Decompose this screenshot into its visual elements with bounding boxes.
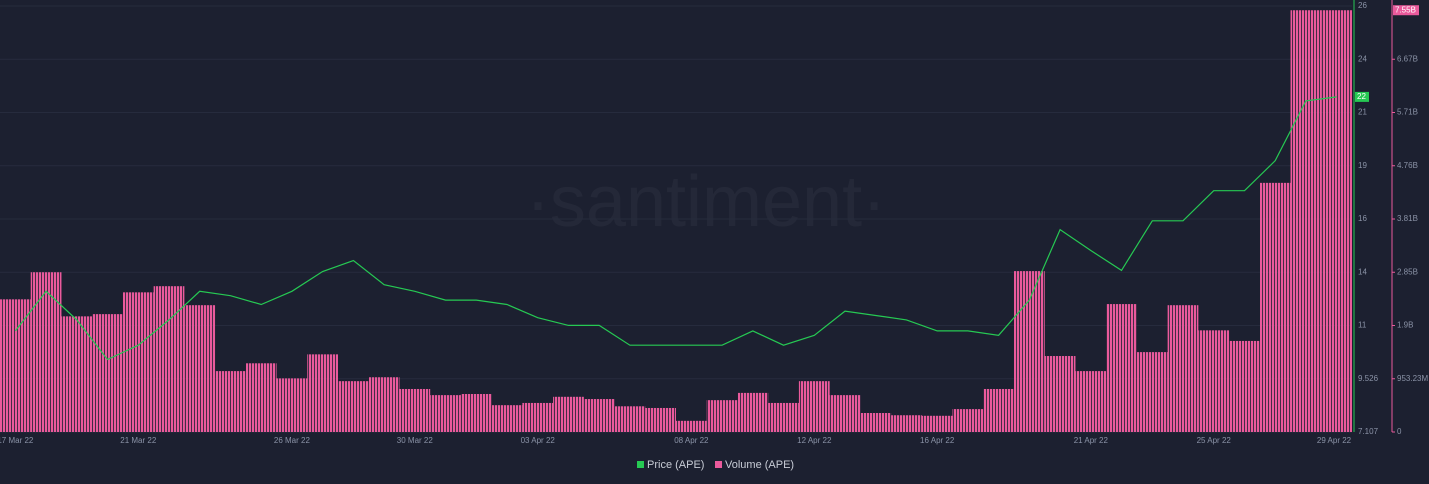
x-tick-label: 21 Apr 22: [1074, 436, 1109, 445]
volume-bar: [92, 314, 123, 432]
x-tick-label: 25 Apr 22: [1197, 436, 1232, 445]
volume-bar: [1290, 10, 1322, 432]
y-tick-label: 21: [1358, 108, 1367, 117]
volume-bar: [676, 420, 707, 432]
volume-bar: [184, 305, 216, 432]
y-tick-label: 11: [1358, 321, 1367, 330]
volume-bar: [1321, 10, 1352, 432]
legend-label: Price (APE): [647, 459, 704, 471]
volume-bar: [583, 399, 615, 432]
x-tick-label: 12 Apr 22: [797, 436, 832, 445]
volume-bar: [1044, 356, 1076, 432]
volume-bar: [1106, 304, 1137, 432]
x-tick-label: 21 Mar 22: [120, 436, 157, 445]
legend: Price (APE) Volume (APE): [637, 459, 794, 471]
volume-bar: [1136, 352, 1168, 432]
volume-bar: [737, 392, 769, 432]
y2-tick-label: 1.9B: [1397, 321, 1413, 330]
volume-bar: [215, 371, 246, 432]
current-value-label: 22: [1357, 92, 1366, 101]
volume-bar: [1075, 371, 1107, 432]
volume-bar: [860, 413, 892, 432]
volume-bar: [1229, 340, 1260, 432]
x-tick-label: 17 Mar 22: [0, 436, 34, 445]
volume-bar: [983, 388, 1014, 432]
y-tick-label: 14: [1358, 267, 1367, 276]
volume-bar: [522, 402, 554, 432]
y-tick-label: 7.107: [1358, 427, 1379, 436]
volume-bar: [1198, 330, 1230, 432]
x-tick-label: 29 Apr 22: [1317, 436, 1352, 445]
y2-tick-label: 6.67B: [1397, 54, 1418, 63]
volume-bar: [1167, 305, 1199, 432]
volume-bar: [1259, 182, 1291, 432]
legend-label: Volume (APE): [725, 459, 794, 471]
current-value-box: [1393, 5, 1419, 16]
current-value-label: 7.55B: [1395, 5, 1416, 14]
legend-swatch: [715, 461, 722, 468]
volume-bar: [553, 396, 584, 432]
volume-bar: [1014, 271, 1045, 432]
volume-bar: [0, 299, 31, 432]
y-tick-label: 19: [1358, 161, 1367, 170]
x-tick-label: 03 Apr 22: [521, 436, 556, 445]
volume-bar: [368, 377, 400, 432]
volume-bar: [614, 406, 646, 432]
volume-bar: [307, 354, 338, 432]
volume-bar: [460, 394, 492, 432]
volume-bar: [276, 378, 308, 432]
volume-bar: [768, 402, 799, 432]
volume-bar: [891, 415, 922, 432]
x-tick-label: 26 Mar 22: [274, 436, 311, 445]
legend-swatch: [637, 461, 644, 468]
y-tick-label: 9.526: [1358, 374, 1379, 383]
x-tick-label: 30 Mar 22: [397, 436, 434, 445]
y2-tick-label: 953.23M: [1397, 374, 1428, 383]
y2-tick-label: 0: [1397, 427, 1402, 436]
volume-bar: [798, 381, 830, 432]
volume-bar: [491, 405, 523, 432]
volume-bar: [921, 415, 953, 432]
volume-bar: [430, 395, 461, 432]
y-tick-label: 24: [1358, 54, 1367, 63]
volume-bar: [30, 272, 62, 432]
y2-tick-label: 5.71B: [1397, 108, 1418, 117]
x-tick-label: 08 Apr 22: [674, 436, 709, 445]
y2-tick-label: 4.76B: [1397, 161, 1418, 170]
y-tick-label: 16: [1358, 214, 1367, 223]
volume-bar: [61, 316, 93, 432]
price-line: [14, 96, 1337, 361]
volume-bar: [245, 363, 277, 432]
volume-bar: [952, 409, 984, 432]
watermark: ·santiment·: [526, 162, 886, 242]
y2-tick-label: 2.85B: [1397, 267, 1418, 276]
volume-bar: [399, 388, 431, 432]
volume-bar: [153, 286, 185, 432]
y2-tick-label: 3.81B: [1397, 214, 1418, 223]
volume-bar: [122, 292, 154, 432]
current-value-box: [1355, 91, 1369, 102]
volume-bar: [829, 395, 861, 432]
y-tick-label: 26: [1358, 1, 1367, 10]
x-tick-label: 16 Apr 22: [920, 436, 955, 445]
volume-bar: [338, 381, 369, 432]
volume-bar: [706, 400, 738, 432]
volume-bar: [645, 407, 676, 432]
